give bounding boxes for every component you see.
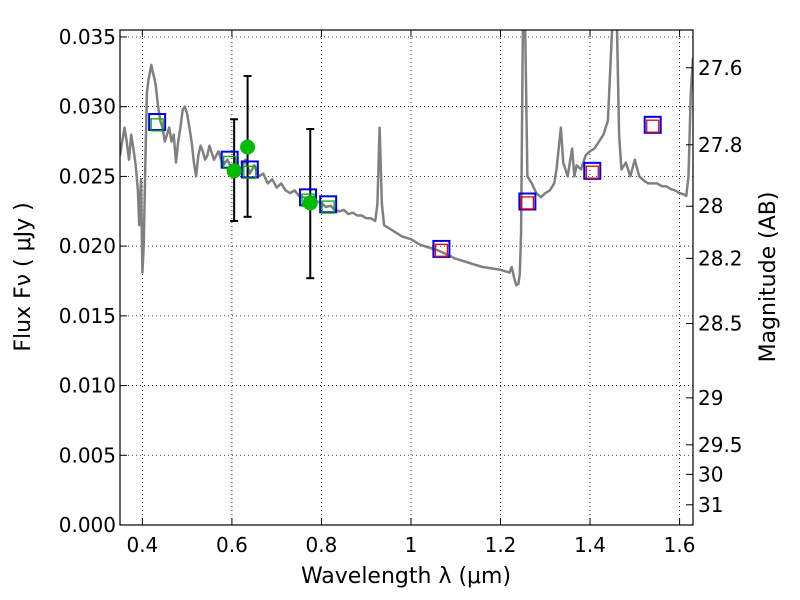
x-tick-label: 0.6: [216, 533, 248, 557]
red-square-marker: [646, 119, 660, 133]
x-axis-label: Wavelength λ (μm): [301, 564, 511, 589]
plot-frame: [119, 29, 694, 526]
x-tick-label: 1.6: [664, 533, 696, 557]
mag-tick-label: 28: [698, 194, 723, 218]
y-tick-label: 0.020: [59, 234, 116, 258]
tick-layer: 0.4 0.6 0.8 1 1.2 1.4 1.6 0.000 0.005 0.010 0.015 0…: [59, 25, 743, 557]
mag-tick-label: 30: [698, 462, 723, 486]
y-tick-label: 0.000: [59, 513, 116, 537]
y-tick-label: 0.010: [59, 374, 116, 398]
mag-tick-label: 27.6: [698, 56, 743, 80]
mag-tick-label: 29: [698, 386, 723, 410]
x-tick-label: 1.4: [574, 533, 606, 557]
data-layer: [120, 30, 693, 287]
y-tick-label: 0.005: [59, 443, 116, 467]
y-axis-label: Flux Fν ( μJy ): [11, 202, 36, 351]
y-tick-label: 0.015: [59, 304, 116, 328]
blue-square-marker: [148, 113, 167, 132]
y2-axis-label: Magnitude (AB): [756, 192, 781, 363]
x-tick-label: 1.2: [485, 533, 517, 557]
blue-square-marker: [319, 195, 338, 214]
green-square-marker: [243, 165, 257, 179]
mag-tick-label: 31: [698, 493, 723, 517]
x-tick-label: 0.8: [306, 533, 338, 557]
mag-tick-label: 28.2: [698, 246, 743, 270]
grid-layer: [120, 30, 693, 526]
blue-square-marker: [240, 160, 259, 179]
y-tick-label: 0.025: [59, 164, 116, 188]
red-square-marker: [520, 196, 535, 210]
green-point: [226, 163, 242, 179]
mag-tick-label: 27.8: [698, 133, 743, 157]
y-tick-label: 0.035: [59, 25, 116, 49]
green-square-marker: [321, 200, 335, 214]
green-point: [240, 139, 256, 155]
red-square-marker: [585, 165, 599, 179]
red-square-marker: [434, 243, 449, 257]
green-point: [302, 195, 318, 211]
x-tick-label: 1: [405, 533, 418, 557]
spectrum-line: [120, 30, 693, 287]
mag-tick-label: 29.5: [698, 433, 743, 457]
green-square-marker: [150, 118, 164, 132]
y-tick-label: 0.030: [59, 95, 116, 119]
mag-tick-label: 28.5: [698, 312, 743, 336]
x-tick-label: 0.4: [126, 533, 158, 557]
